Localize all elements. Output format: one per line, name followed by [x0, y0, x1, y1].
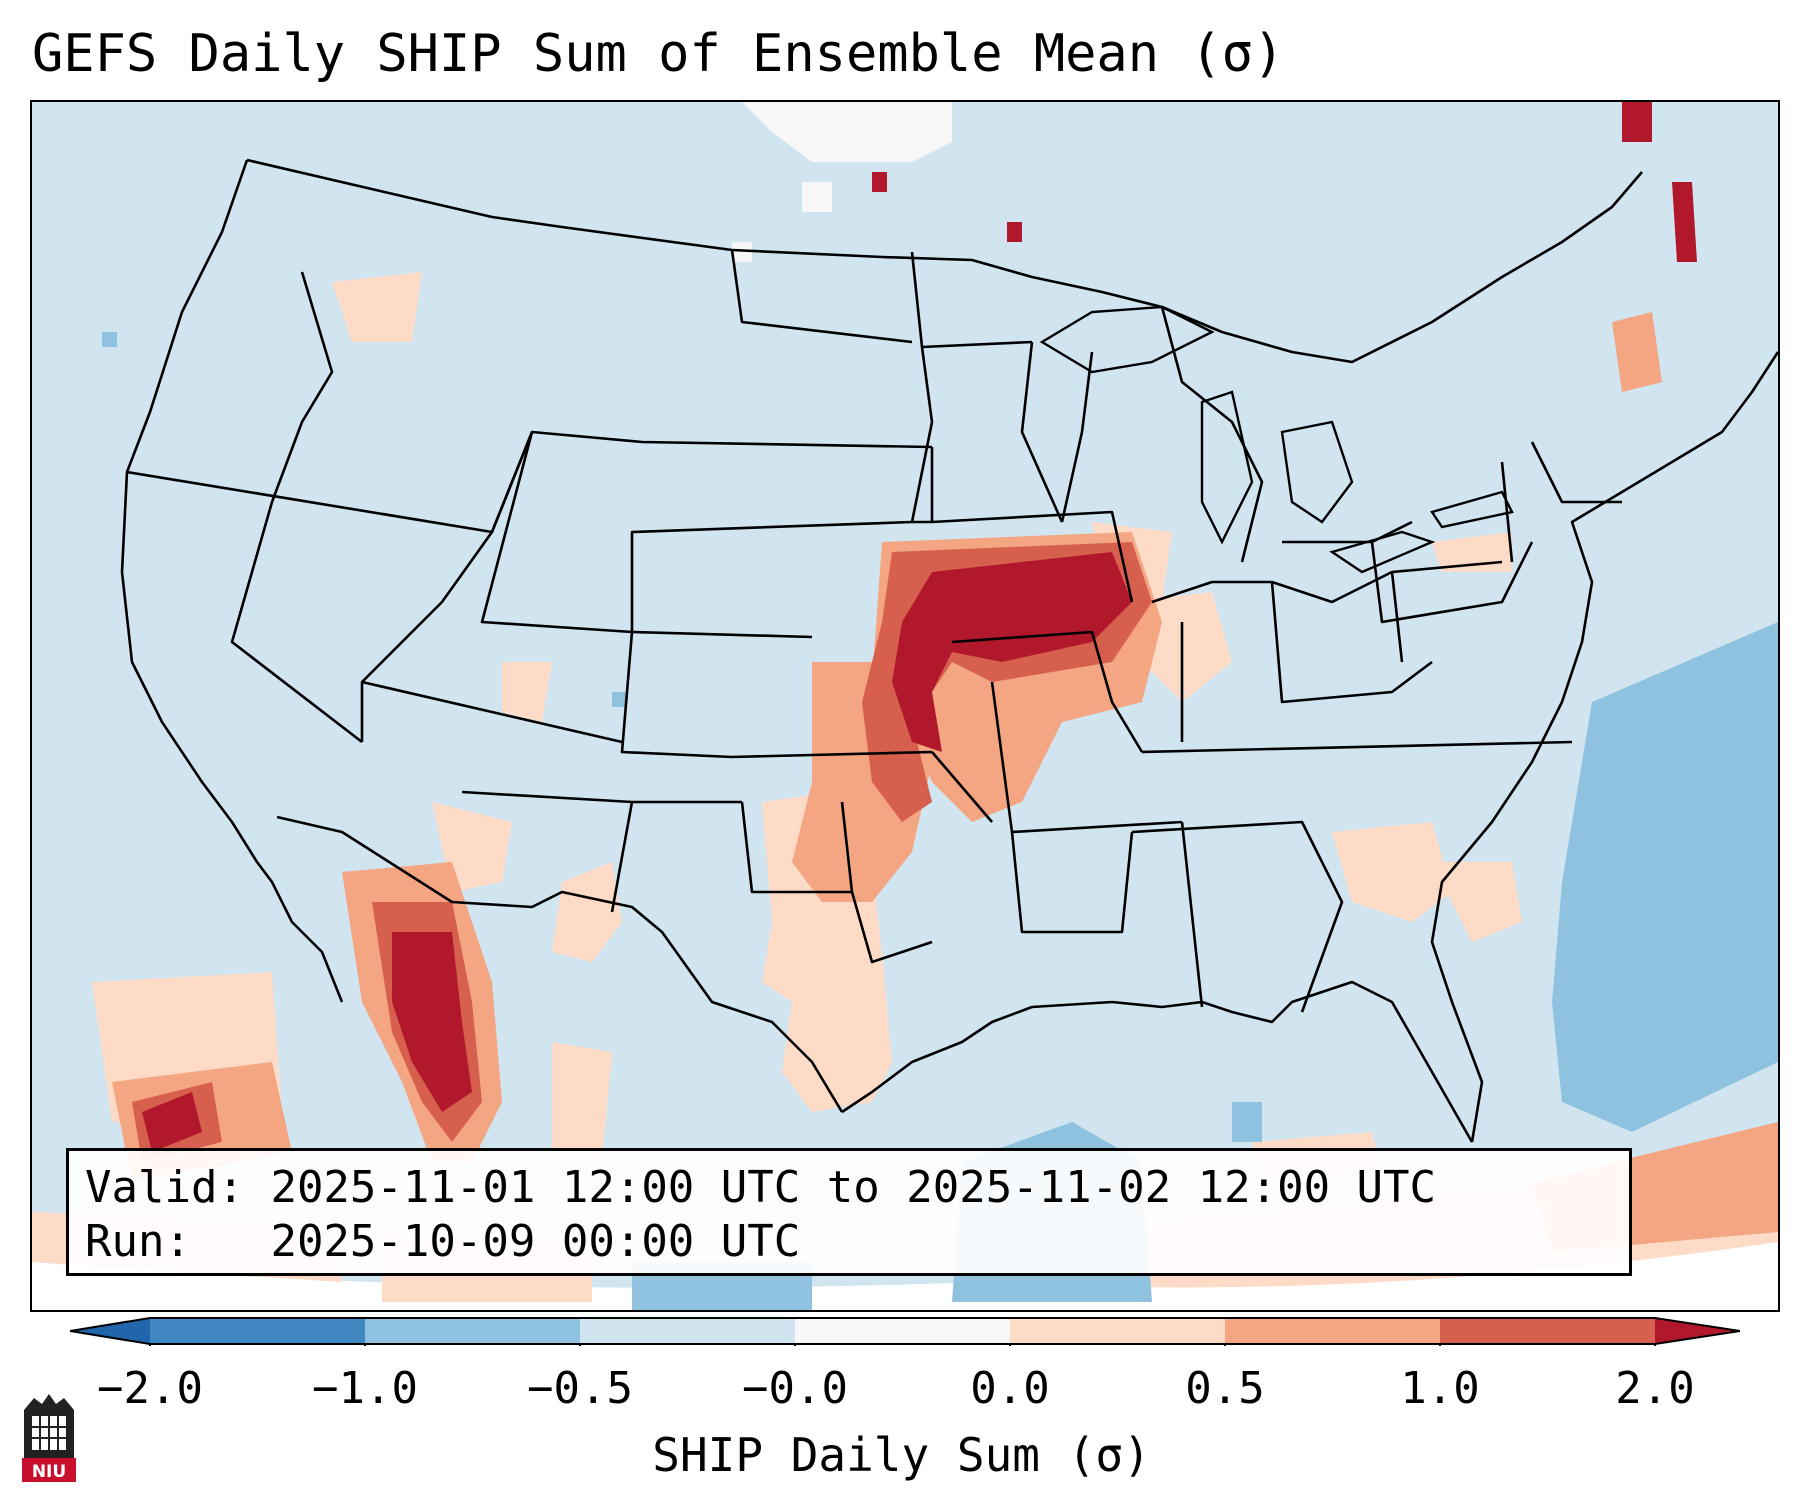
colorbar-under-arrow — [70, 1318, 150, 1344]
colorbar-tick-label: −0.0 — [742, 1363, 848, 1414]
colorbar-bin — [1440, 1318, 1655, 1344]
colorbar-tick-label: 0.5 — [1185, 1363, 1265, 1414]
anomaly-max-positive — [142, 102, 1697, 1152]
niu-logo: NIU — [22, 1394, 76, 1482]
logo-text: NIU — [32, 1462, 66, 1482]
valid-value: 2025-11-01 12:00 UTC to 2025-11-02 12:00… — [270, 1162, 1437, 1213]
colorbar-tick-label: −2.0 — [97, 1363, 203, 1414]
anomaly-near-zero — [732, 102, 952, 262]
colorbar-ticks — [149, 1344, 1656, 1346]
valid-label: Valid: — [85, 1162, 244, 1213]
colorbar-bin — [580, 1318, 795, 1344]
run-label: Run: — [85, 1216, 191, 1267]
great-lakes — [1039, 305, 1514, 574]
colorbar-bin — [1225, 1318, 1440, 1344]
colorbar-label: SHIP Daily Sum (σ) — [652, 1428, 1151, 1482]
run-value: 2025-10-09 00:00 UTC — [270, 1216, 801, 1267]
colorbar-bin — [365, 1318, 580, 1344]
map-panel — [30, 100, 1780, 1312]
colorbar-bin — [795, 1318, 1010, 1344]
colorbar-tick-label: −1.0 — [312, 1363, 418, 1414]
colorbar-tick-label: 2.0 — [1615, 1363, 1695, 1414]
colorbar-bin — [1010, 1318, 1225, 1344]
state-boundaries — [120, 158, 1778, 1143]
valid-run-box: Valid: 2025-11-01 12:00 UTC to 2025-11-0… — [66, 1148, 1632, 1276]
colorbar-tick-label: 1.0 — [1400, 1363, 1480, 1414]
colorbar-over-arrow — [1655, 1318, 1740, 1344]
chart-title: GEFS Daily SHIP Sum of Ensemble Mean (σ) — [32, 24, 1285, 84]
colorbar-tick-label: 0.0 — [970, 1363, 1050, 1414]
colorbar-tick-label: −0.5 — [527, 1363, 633, 1414]
colorbar-bin — [150, 1318, 365, 1344]
colorbar — [70, 1317, 1740, 1346]
map-canvas — [32, 102, 1778, 1310]
